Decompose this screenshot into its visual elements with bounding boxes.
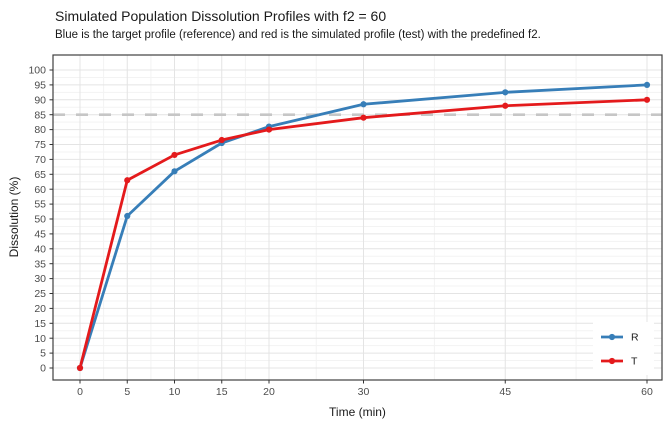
x-tick-label: 0 [77,386,83,398]
y-tick-label: 25 [34,288,46,300]
legend [593,322,654,375]
x-tick-label: 10 [169,386,181,398]
y-tick-label: 85 [34,109,46,121]
legend-label-T: T [631,356,638,368]
y-tick-label: 55 [34,199,46,211]
y-tick-label: 40 [34,243,46,255]
y-tick-label: 15 [34,318,46,330]
y-tick-label: 95 [34,80,46,92]
panel-background [53,55,662,380]
y-tick-label: 80 [34,124,46,136]
data-point-R [643,81,651,88]
data-point-T [360,114,367,121]
x-tick-label: 60 [641,386,653,398]
series-line-T [78,98,648,369]
y-tick-label: 60 [34,184,46,196]
data-point-R [124,212,131,220]
y-tick-label: 35 [34,258,46,270]
data-point-T [643,96,651,103]
data-point-T [502,102,509,109]
y-tick-label: 10 [34,333,46,345]
data-point-R [360,101,367,108]
x-tick-label: 20 [263,386,275,398]
chart-subtitle: Blue is the target profile (reference) a… [55,29,541,41]
data-point-T [218,136,225,144]
y-tick-label: 70 [34,154,46,166]
chart-title: Simulated Population Dissolution Profile… [55,8,387,24]
data-point-T [171,151,178,159]
legend-label-R: R [631,332,639,344]
x-tick-label: 15 [216,386,228,398]
y-tick-label: 45 [34,229,46,241]
data-point-T [265,126,273,133]
legend-key-point-R [608,333,616,341]
x-tick-label: 5 [124,386,130,398]
data-point-R [502,89,509,96]
legend-key-point-T [608,357,616,365]
y-tick-label: 100 [28,65,46,77]
y-tick-label: 65 [34,169,46,181]
x-tick-label: 45 [499,386,511,398]
x-tick-label: 30 [358,386,370,398]
y-tick-label: 75 [34,139,46,151]
data-point-R [171,168,178,175]
y-tick-label: 30 [34,273,46,285]
data-point-T [76,364,84,372]
x-axis-title: Time (min) [329,405,386,419]
data-point-T [124,177,131,184]
y-tick-label: 5 [40,348,46,360]
y-tick-label: 50 [34,214,46,226]
panel-border [52,54,663,381]
y-tick-label: 0 [40,363,46,375]
y-tick-label: 20 [34,303,46,315]
y-tick-label: 90 [34,94,46,106]
